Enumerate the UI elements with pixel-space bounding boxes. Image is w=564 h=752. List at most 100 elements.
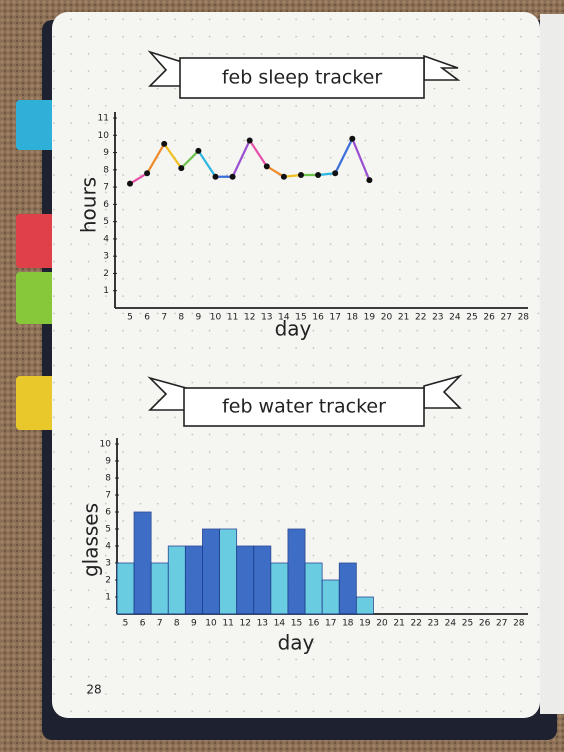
x-tick-label: 15 bbox=[291, 619, 302, 629]
x-tick-label: 12 bbox=[239, 619, 250, 629]
y-tick-label: 2 bbox=[105, 576, 111, 586]
point bbox=[366, 177, 373, 184]
x-tick-label: 7 bbox=[161, 313, 167, 323]
y-tick-label: 6 bbox=[103, 200, 109, 210]
x-tick-label: 17 bbox=[329, 313, 340, 323]
bar bbox=[133, 511, 152, 615]
x-tick-label: 5 bbox=[123, 619, 129, 629]
x-tick-label: 13 bbox=[261, 313, 272, 323]
bar bbox=[321, 579, 340, 615]
x-tick-label: 27 bbox=[496, 619, 507, 629]
tab-blue bbox=[16, 100, 56, 150]
x-tick-label: 8 bbox=[174, 619, 180, 629]
point bbox=[263, 163, 270, 170]
bar bbox=[202, 528, 220, 615]
banner bbox=[147, 50, 463, 427]
x-tick-label: 20 bbox=[381, 313, 393, 323]
x-tick-label: 16 bbox=[308, 619, 320, 629]
x-tick-label: 16 bbox=[312, 313, 324, 323]
y-tick-label: 4 bbox=[105, 542, 111, 552]
x-tick-label: 25 bbox=[466, 313, 477, 323]
y-tick-label: 7 bbox=[105, 491, 111, 501]
x-tick-label: 24 bbox=[445, 619, 457, 629]
point bbox=[212, 173, 219, 180]
bar bbox=[219, 528, 238, 615]
x-tick-label: 10 bbox=[210, 313, 222, 323]
bar bbox=[287, 528, 306, 615]
chart-title: feb water tracker bbox=[222, 396, 386, 418]
point bbox=[298, 172, 304, 178]
x-tick-label: 28 bbox=[518, 313, 530, 323]
point bbox=[127, 180, 133, 187]
y-tick-label: 4 bbox=[103, 234, 109, 244]
x-tick-label: 12 bbox=[244, 313, 255, 323]
x-tick-label: 20 bbox=[376, 619, 388, 629]
x-tick-label: 23 bbox=[432, 313, 443, 323]
x-tick-label: 27 bbox=[500, 313, 511, 323]
x-tick-label: 28 bbox=[513, 619, 525, 629]
x-tick-label: 21 bbox=[393, 619, 404, 629]
y-tick-label: 6 bbox=[105, 508, 111, 518]
line-segment bbox=[351, 138, 371, 181]
page-number: 28 bbox=[86, 683, 101, 697]
x-tick-label: 11 bbox=[227, 313, 238, 323]
bar bbox=[236, 545, 255, 615]
bar bbox=[355, 596, 374, 615]
x-tick-label: 5 bbox=[127, 313, 133, 323]
point bbox=[161, 140, 168, 147]
line-segment bbox=[334, 138, 354, 174]
y-tick-label: 8 bbox=[103, 165, 109, 175]
x-tick-label: 24 bbox=[449, 313, 461, 323]
y-tick-label: 5 bbox=[105, 525, 111, 535]
line-segment bbox=[180, 150, 200, 169]
x-tick-label: 21 bbox=[398, 313, 409, 323]
x-tick-label: 7 bbox=[157, 619, 163, 629]
y-tick-label: 11 bbox=[98, 114, 109, 124]
next-page bbox=[540, 14, 564, 714]
dot-grid bbox=[52, 12, 540, 718]
tab-red bbox=[16, 214, 56, 268]
x-tick-label: 23 bbox=[428, 619, 439, 629]
point bbox=[315, 172, 322, 178]
y-tick-label: 1 bbox=[105, 593, 111, 603]
point bbox=[178, 165, 185, 172]
bar bbox=[253, 545, 272, 615]
tab-green bbox=[16, 272, 58, 324]
x-tick-label: 6 bbox=[144, 313, 150, 323]
x-tick-label: 19 bbox=[364, 313, 376, 323]
bar bbox=[150, 562, 169, 615]
x-tick-label: 18 bbox=[342, 619, 354, 629]
y-tick-label: 7 bbox=[103, 183, 109, 193]
y-tick-label: 10 bbox=[100, 440, 112, 450]
y-axis-label: hours bbox=[77, 177, 101, 233]
x-tick-label: 22 bbox=[415, 313, 426, 323]
point bbox=[195, 147, 202, 154]
bar bbox=[167, 545, 186, 615]
x-tick-label: 17 bbox=[325, 619, 336, 629]
line-segment bbox=[163, 143, 183, 169]
y-axis-label: glasses bbox=[79, 503, 103, 577]
x-tick-label: 19 bbox=[359, 619, 371, 629]
y-tick-label: 9 bbox=[103, 148, 109, 158]
point bbox=[229, 173, 236, 180]
line-segment bbox=[231, 139, 251, 178]
bar bbox=[338, 562, 357, 615]
x-axis-label: day bbox=[275, 317, 312, 341]
y-tick-label: 9 bbox=[105, 457, 111, 467]
line-segment bbox=[197, 150, 217, 178]
y-tick-label: 3 bbox=[105, 559, 111, 569]
line-segment bbox=[248, 139, 268, 167]
y-tick-label: 10 bbox=[98, 131, 110, 141]
y-tick-label: 1 bbox=[103, 286, 109, 296]
x-tick-label: 18 bbox=[347, 313, 359, 323]
x-tick-label: 10 bbox=[205, 619, 217, 629]
bar bbox=[116, 562, 135, 615]
y-tick-label: 2 bbox=[103, 269, 109, 279]
bar bbox=[304, 562, 323, 615]
line-segment bbox=[266, 165, 285, 178]
point bbox=[349, 135, 356, 142]
x-tick-label: 15 bbox=[295, 313, 306, 323]
line-segment bbox=[146, 143, 166, 174]
x-tick-label: 11 bbox=[222, 619, 233, 629]
